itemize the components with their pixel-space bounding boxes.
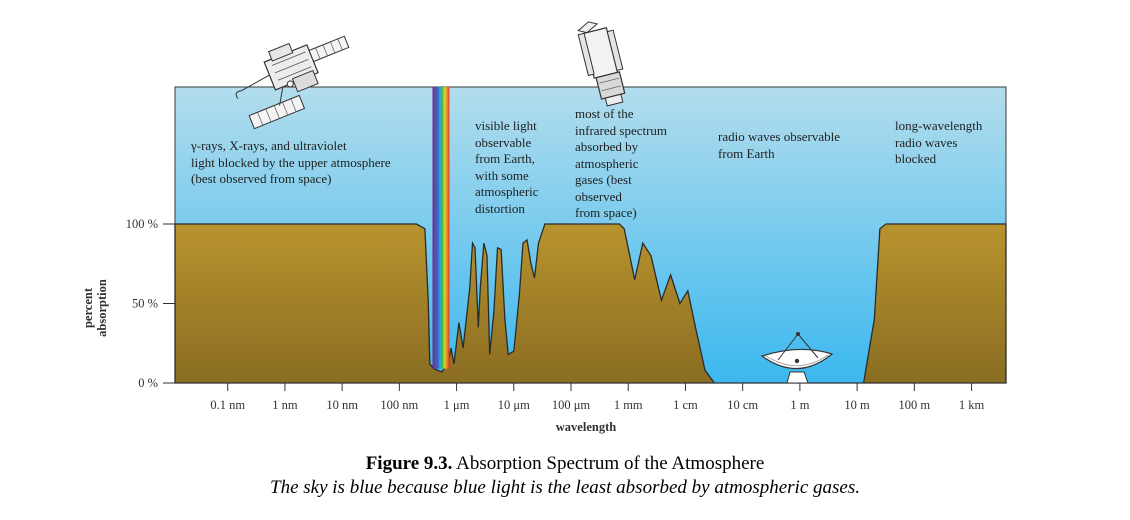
y-axis-title-line-1: percent <box>81 287 95 328</box>
y-axis-title-line-2: absorption <box>95 279 109 337</box>
annotation-visible: visible light observable from Earth, wit… <box>475 118 539 216</box>
caption-title-line: Figure 9.3. Absorption Spectrum of the A… <box>0 452 1130 476</box>
x-tick-label: 1 cm <box>673 398 698 412</box>
x-tick-label: 10 nm <box>326 398 358 412</box>
x-tick-label: 0.1 nm <box>210 398 245 412</box>
visible-spectrum-band <box>432 87 450 369</box>
x-tick-label: 1 km <box>959 398 985 412</box>
annotation-infrared: most of the infrared spectrum absorbed b… <box>575 106 668 220</box>
x-tick-label: 1 μm <box>444 398 470 412</box>
y-tick-label: 100 % <box>126 217 158 231</box>
x-tick-label: 100 μm <box>552 398 591 412</box>
annotation-radio: radio waves observable from Earth <box>718 129 841 161</box>
space-telescope-icon <box>577 21 626 107</box>
x-tick-label: 10 μm <box>498 398 530 412</box>
x-axis-ticks: 0.1 nm 1 nm 10 nm 100 nm 1 μm 10 μm 100 μm 1 mm… <box>210 383 984 412</box>
caption-label: Figure 9.3. <box>365 453 453 474</box>
absorption-curve <box>174 223 1007 384</box>
x-tick-label: 1 mm <box>614 398 643 412</box>
y-axis-title: percent absorption <box>81 279 109 337</box>
y-axis-ticks: 0 % 50 % 100 % <box>126 217 175 390</box>
x-tick-label: 100 m <box>899 398 931 412</box>
annotation-long-radio: long-wavelength radio waves blocked <box>895 118 983 166</box>
x-axis-title: wavelength <box>556 420 616 434</box>
absorption-chart: 0.1 nm 1 nm 10 nm 100 nm 1 μm 10 μm 100 μm 1 mm… <box>81 21 1007 434</box>
x-tick-label: 1 m <box>790 398 809 412</box>
annotation-gamma: γ-rays, X-rays, and ultraviolet light bl… <box>191 138 391 186</box>
x-tick-label: 10 cm <box>727 398 758 412</box>
figure-caption: Figure 9.3. Absorption Spectrum of the A… <box>0 452 1130 500</box>
radio-dish-icon <box>760 332 834 384</box>
x-tick-label: 1 nm <box>272 398 298 412</box>
caption-title: Absorption Spectrum of the Atmosphere <box>456 453 765 474</box>
x-tick-label: 10 m <box>844 398 870 412</box>
y-tick-label: 0 % <box>138 376 158 390</box>
x-tick-label: 100 nm <box>380 398 418 412</box>
caption-subtitle: The sky is blue because blue light is th… <box>270 477 860 498</box>
y-tick-label: 50 % <box>132 297 158 311</box>
satellite-icon <box>235 35 350 130</box>
